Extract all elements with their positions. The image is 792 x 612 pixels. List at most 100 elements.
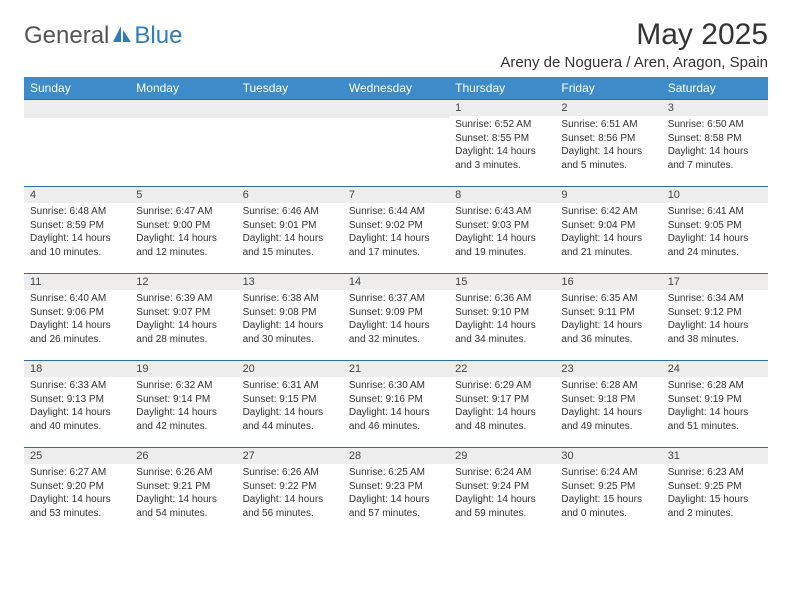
daylight-text: Daylight: 14 hours and 19 minutes.: [455, 232, 549, 259]
daylight-text: Daylight: 14 hours and 56 minutes.: [243, 493, 337, 520]
sunset-text: Sunset: 9:25 PM: [668, 480, 762, 494]
day-cell: 28Sunrise: 6:25 AMSunset: 9:23 PMDayligh…: [343, 448, 449, 534]
day-cell: 7Sunrise: 6:44 AMSunset: 9:02 PMDaylight…: [343, 187, 449, 273]
day-cell: 23Sunrise: 6:28 AMSunset: 9:18 PMDayligh…: [555, 361, 661, 447]
day-cell: 4Sunrise: 6:48 AMSunset: 8:59 PMDaylight…: [24, 187, 130, 273]
day-cell: 14Sunrise: 6:37 AMSunset: 9:09 PMDayligh…: [343, 274, 449, 360]
day-body: Sunrise: 6:38 AMSunset: 9:08 PMDaylight:…: [237, 290, 343, 350]
day-body: Sunrise: 6:25 AMSunset: 9:23 PMDaylight:…: [343, 464, 449, 524]
sunset-text: Sunset: 9:23 PM: [349, 480, 443, 494]
day-body: Sunrise: 6:48 AMSunset: 8:59 PMDaylight:…: [24, 203, 130, 263]
day-body: Sunrise: 6:27 AMSunset: 9:20 PMDaylight:…: [24, 464, 130, 524]
day-number: 24: [662, 361, 768, 377]
sunset-text: Sunset: 9:22 PM: [243, 480, 337, 494]
day-cell: 6Sunrise: 6:46 AMSunset: 9:01 PMDaylight…: [237, 187, 343, 273]
day-body: Sunrise: 6:26 AMSunset: 9:22 PMDaylight:…: [237, 464, 343, 524]
day-body: Sunrise: 6:29 AMSunset: 9:17 PMDaylight:…: [449, 377, 555, 437]
daylight-text: Daylight: 14 hours and 17 minutes.: [349, 232, 443, 259]
day-of-week-header: SundayMondayTuesdayWednesdayThursdayFrid…: [24, 77, 768, 99]
day-number: 17: [662, 274, 768, 290]
sunset-text: Sunset: 9:11 PM: [561, 306, 655, 320]
day-number: 6: [237, 187, 343, 203]
empty-day-bar: [130, 100, 236, 118]
day-number: 9: [555, 187, 661, 203]
day-number: 1: [449, 100, 555, 116]
day-number: 18: [24, 361, 130, 377]
day-cell: 9Sunrise: 6:42 AMSunset: 9:04 PMDaylight…: [555, 187, 661, 273]
sunset-text: Sunset: 9:07 PM: [136, 306, 230, 320]
empty-day-bar: [24, 100, 130, 118]
sunrise-text: Sunrise: 6:37 AM: [349, 292, 443, 306]
sunrise-text: Sunrise: 6:28 AM: [668, 379, 762, 393]
brand-part2: Blue: [134, 22, 182, 50]
sunrise-text: Sunrise: 6:41 AM: [668, 205, 762, 219]
brand-part1: General: [24, 22, 109, 50]
sunset-text: Sunset: 9:05 PM: [668, 219, 762, 233]
day-body: Sunrise: 6:44 AMSunset: 9:02 PMDaylight:…: [343, 203, 449, 263]
day-body: Sunrise: 6:46 AMSunset: 9:01 PMDaylight:…: [237, 203, 343, 263]
day-number: 11: [24, 274, 130, 290]
daylight-text: Daylight: 14 hours and 49 minutes.: [561, 406, 655, 433]
sunrise-text: Sunrise: 6:51 AM: [561, 118, 655, 132]
day-body: Sunrise: 6:34 AMSunset: 9:12 PMDaylight:…: [662, 290, 768, 350]
daylight-text: Daylight: 14 hours and 24 minutes.: [668, 232, 762, 259]
daylight-text: Daylight: 14 hours and 28 minutes.: [136, 319, 230, 346]
day-cell: 30Sunrise: 6:24 AMSunset: 9:25 PMDayligh…: [555, 448, 661, 534]
location-text: Areny de Noguera / Aren, Aragon, Spain: [500, 54, 768, 71]
day-cell: [24, 100, 130, 186]
day-cell: 29Sunrise: 6:24 AMSunset: 9:24 PMDayligh…: [449, 448, 555, 534]
day-body: Sunrise: 6:35 AMSunset: 9:11 PMDaylight:…: [555, 290, 661, 350]
dow-cell: Monday: [130, 77, 236, 99]
day-cell: 16Sunrise: 6:35 AMSunset: 9:11 PMDayligh…: [555, 274, 661, 360]
day-cell: 22Sunrise: 6:29 AMSunset: 9:17 PMDayligh…: [449, 361, 555, 447]
sunset-text: Sunset: 8:58 PM: [668, 132, 762, 146]
day-cell: 5Sunrise: 6:47 AMSunset: 9:00 PMDaylight…: [130, 187, 236, 273]
sunrise-text: Sunrise: 6:43 AM: [455, 205, 549, 219]
day-number: 22: [449, 361, 555, 377]
day-cell: 12Sunrise: 6:39 AMSunset: 9:07 PMDayligh…: [130, 274, 236, 360]
sunrise-text: Sunrise: 6:25 AM: [349, 466, 443, 480]
daylight-text: Daylight: 14 hours and 40 minutes.: [30, 406, 124, 433]
daylight-text: Daylight: 14 hours and 44 minutes.: [243, 406, 337, 433]
sunset-text: Sunset: 8:55 PM: [455, 132, 549, 146]
day-number: 23: [555, 361, 661, 377]
sunset-text: Sunset: 9:20 PM: [30, 480, 124, 494]
day-cell: 24Sunrise: 6:28 AMSunset: 9:19 PMDayligh…: [662, 361, 768, 447]
sunset-text: Sunset: 9:13 PM: [30, 393, 124, 407]
sunrise-text: Sunrise: 6:40 AM: [30, 292, 124, 306]
week-row: 4Sunrise: 6:48 AMSunset: 8:59 PMDaylight…: [24, 186, 768, 273]
sunrise-text: Sunrise: 6:23 AM: [668, 466, 762, 480]
sunrise-text: Sunrise: 6:26 AM: [243, 466, 337, 480]
daylight-text: Daylight: 14 hours and 26 minutes.: [30, 319, 124, 346]
day-body: Sunrise: 6:33 AMSunset: 9:13 PMDaylight:…: [24, 377, 130, 437]
day-cell: [130, 100, 236, 186]
sunrise-text: Sunrise: 6:32 AM: [136, 379, 230, 393]
daylight-text: Daylight: 14 hours and 38 minutes.: [668, 319, 762, 346]
day-number: 8: [449, 187, 555, 203]
daylight-text: Daylight: 14 hours and 12 minutes.: [136, 232, 230, 259]
dow-cell: Wednesday: [343, 77, 449, 99]
header: General Blue May 2025 Areny de Noguera /…: [24, 18, 768, 71]
sunrise-text: Sunrise: 6:34 AM: [668, 292, 762, 306]
sunset-text: Sunset: 8:59 PM: [30, 219, 124, 233]
sail-icon: [112, 22, 132, 50]
day-number: 13: [237, 274, 343, 290]
day-body: Sunrise: 6:51 AMSunset: 8:56 PMDaylight:…: [555, 116, 661, 176]
daylight-text: Daylight: 15 hours and 2 minutes.: [668, 493, 762, 520]
calendar-grid: SundayMondayTuesdayWednesdayThursdayFrid…: [24, 77, 768, 534]
day-body: Sunrise: 6:43 AMSunset: 9:03 PMDaylight:…: [449, 203, 555, 263]
day-number: 16: [555, 274, 661, 290]
sunrise-text: Sunrise: 6:24 AM: [455, 466, 549, 480]
day-number: 21: [343, 361, 449, 377]
dow-cell: Thursday: [449, 77, 555, 99]
day-body: Sunrise: 6:24 AMSunset: 9:24 PMDaylight:…: [449, 464, 555, 524]
sunrise-text: Sunrise: 6:42 AM: [561, 205, 655, 219]
daylight-text: Daylight: 14 hours and 10 minutes.: [30, 232, 124, 259]
sunset-text: Sunset: 9:14 PM: [136, 393, 230, 407]
day-cell: 8Sunrise: 6:43 AMSunset: 9:03 PMDaylight…: [449, 187, 555, 273]
day-body: Sunrise: 6:52 AMSunset: 8:55 PMDaylight:…: [449, 116, 555, 176]
day-number: 19: [130, 361, 236, 377]
daylight-text: Daylight: 14 hours and 46 minutes.: [349, 406, 443, 433]
day-body: Sunrise: 6:31 AMSunset: 9:15 PMDaylight:…: [237, 377, 343, 437]
day-number: 5: [130, 187, 236, 203]
